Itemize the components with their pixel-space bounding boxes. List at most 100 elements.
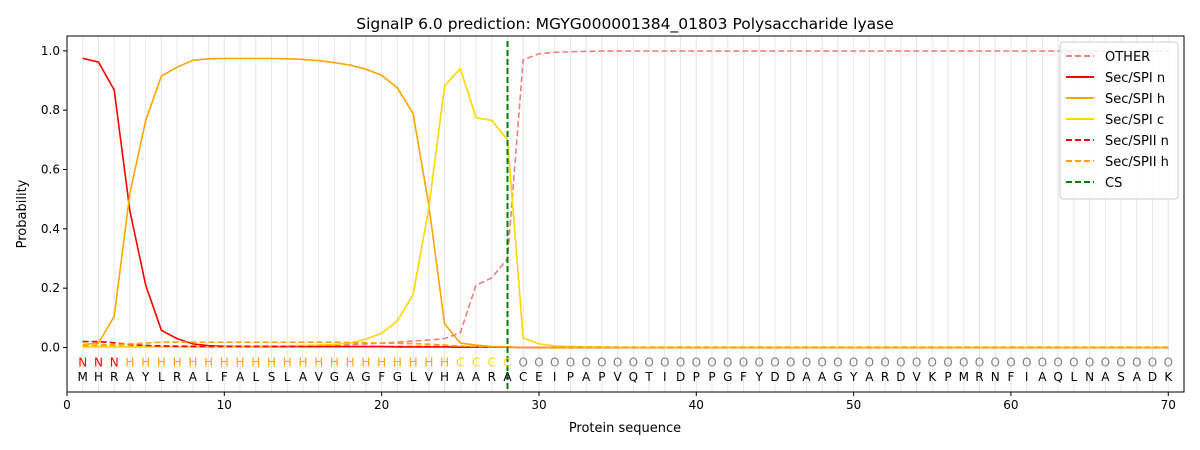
- region-label: H: [220, 355, 229, 369]
- residue-letter: G: [723, 370, 732, 384]
- axes: 0 10 20 30 40 50 60 70 0.0 0.2 0.4 0.6 0.8 1.0: [41, 44, 1176, 412]
- region-label: H: [188, 355, 197, 369]
- residue-letter: P: [567, 370, 574, 384]
- residue-letter: F: [378, 370, 385, 384]
- residue-letter: Y: [141, 370, 150, 384]
- region-label: H: [377, 355, 386, 369]
- region-label: O: [770, 355, 779, 369]
- region-label: O: [1101, 355, 1110, 369]
- x-tick-label: 20: [374, 398, 389, 412]
- residue-letter: C: [519, 370, 527, 384]
- y-tick-label: 0.4: [41, 222, 60, 236]
- x-tick-label: 0: [63, 398, 71, 412]
- residue-letter: Q: [1053, 370, 1062, 384]
- plot-frame: [66, 35, 1185, 393]
- region-label: H: [236, 355, 245, 369]
- region-label: H: [440, 355, 449, 369]
- residue-letter: V: [912, 370, 921, 384]
- region-label: O: [1053, 355, 1062, 369]
- residue-letter: R: [975, 370, 983, 384]
- residue-letter: M: [959, 370, 969, 384]
- region-label: O: [676, 355, 685, 369]
- residue-letter: Q: [629, 370, 638, 384]
- x-tick-label: 40: [689, 398, 704, 412]
- legend: OTHER Sec/SPI n Sec/SPI h Sec/SPI c Sec/SPII…: [1059, 41, 1179, 200]
- region-label: O: [896, 355, 905, 369]
- residue-letter: A: [1101, 370, 1110, 384]
- x-tick-label: 50: [846, 398, 861, 412]
- region-label: H: [173, 355, 182, 369]
- region-label: O: [707, 355, 716, 369]
- region-label: H: [157, 355, 166, 369]
- region-label: C: [456, 355, 464, 369]
- x-axis-label: Protein sequence: [569, 421, 681, 436]
- y-tick-label: 0.6: [41, 163, 60, 177]
- legend-label: OTHER: [1105, 50, 1150, 65]
- residue-letter: D: [786, 370, 795, 384]
- region-label: H: [251, 355, 260, 369]
- region-label: O: [943, 355, 952, 369]
- region-label: O: [754, 355, 763, 369]
- region-label: O: [959, 355, 968, 369]
- region-label: O: [660, 355, 669, 369]
- residue-labels: NMNHNRHAHYHLHRHAHLHFHAHLHSHLHAHVHGHAHGHF…: [78, 355, 1174, 384]
- region-label: O: [519, 355, 528, 369]
- region-label: O: [912, 355, 921, 369]
- region-label: O: [1038, 355, 1047, 369]
- residue-letter: P: [944, 370, 951, 384]
- region-label: O: [644, 355, 653, 369]
- legend-label: Sec/SPI n: [1105, 71, 1165, 86]
- residue-letter: A: [1133, 370, 1142, 384]
- region-label: O: [1116, 355, 1125, 369]
- residue-letter: E: [535, 370, 543, 384]
- region-label: O: [629, 355, 638, 369]
- region-label: H: [314, 355, 323, 369]
- residue-letter: D: [770, 370, 779, 384]
- residue-letter: A: [1038, 370, 1047, 384]
- residue-letter: Y: [755, 370, 764, 384]
- region-label: H: [283, 355, 292, 369]
- y-tick-label: 0.8: [41, 103, 60, 117]
- residue-letter: A: [456, 370, 465, 384]
- series-line-sec-spi-h: [82, 57, 1169, 349]
- region-label: H: [267, 355, 276, 369]
- x-tick-label: 70: [1161, 398, 1176, 412]
- residue-letter: N: [1085, 370, 1094, 384]
- y-tick-label: 0.0: [41, 341, 60, 355]
- region-label: O: [802, 355, 811, 369]
- residue-letter: F: [740, 370, 747, 384]
- legend-label: Sec/SPI c: [1105, 113, 1164, 128]
- residue-letter: L: [252, 370, 259, 384]
- region-label: O: [1069, 355, 1078, 369]
- region-label: H: [330, 355, 339, 369]
- residue-letter: L: [205, 370, 212, 384]
- x-tick-label: 60: [1003, 398, 1018, 412]
- residue-letter: F: [1007, 370, 1014, 384]
- region-label: H: [125, 355, 134, 369]
- residue-letter: V: [614, 370, 623, 384]
- region-label: O: [1132, 355, 1141, 369]
- legend-box: [1059, 41, 1179, 200]
- y-tick-label: 1.0: [41, 44, 60, 58]
- residue-letter: M: [78, 370, 88, 384]
- residue-letter: I: [663, 370, 667, 384]
- region-label: N: [110, 355, 119, 369]
- region-label: H: [409, 355, 418, 369]
- x-tick-label: 10: [217, 398, 232, 412]
- residue-letter: A: [189, 370, 198, 384]
- series-line-other: [82, 50, 1169, 347]
- region-label: N: [78, 355, 87, 369]
- residue-letter: K: [1164, 370, 1173, 384]
- residue-letter: L: [158, 370, 165, 384]
- region-label: O: [880, 355, 889, 369]
- residue-letter: R: [110, 370, 118, 384]
- residue-letter: N: [991, 370, 1000, 384]
- region-label: O: [1148, 355, 1157, 369]
- region-label: O: [723, 355, 732, 369]
- residue-letter: A: [126, 370, 135, 384]
- residue-letter: A: [802, 370, 811, 384]
- region-label: O: [739, 355, 748, 369]
- residue-letter: A: [236, 370, 245, 384]
- region-label: O: [692, 355, 701, 369]
- region-label: H: [204, 355, 213, 369]
